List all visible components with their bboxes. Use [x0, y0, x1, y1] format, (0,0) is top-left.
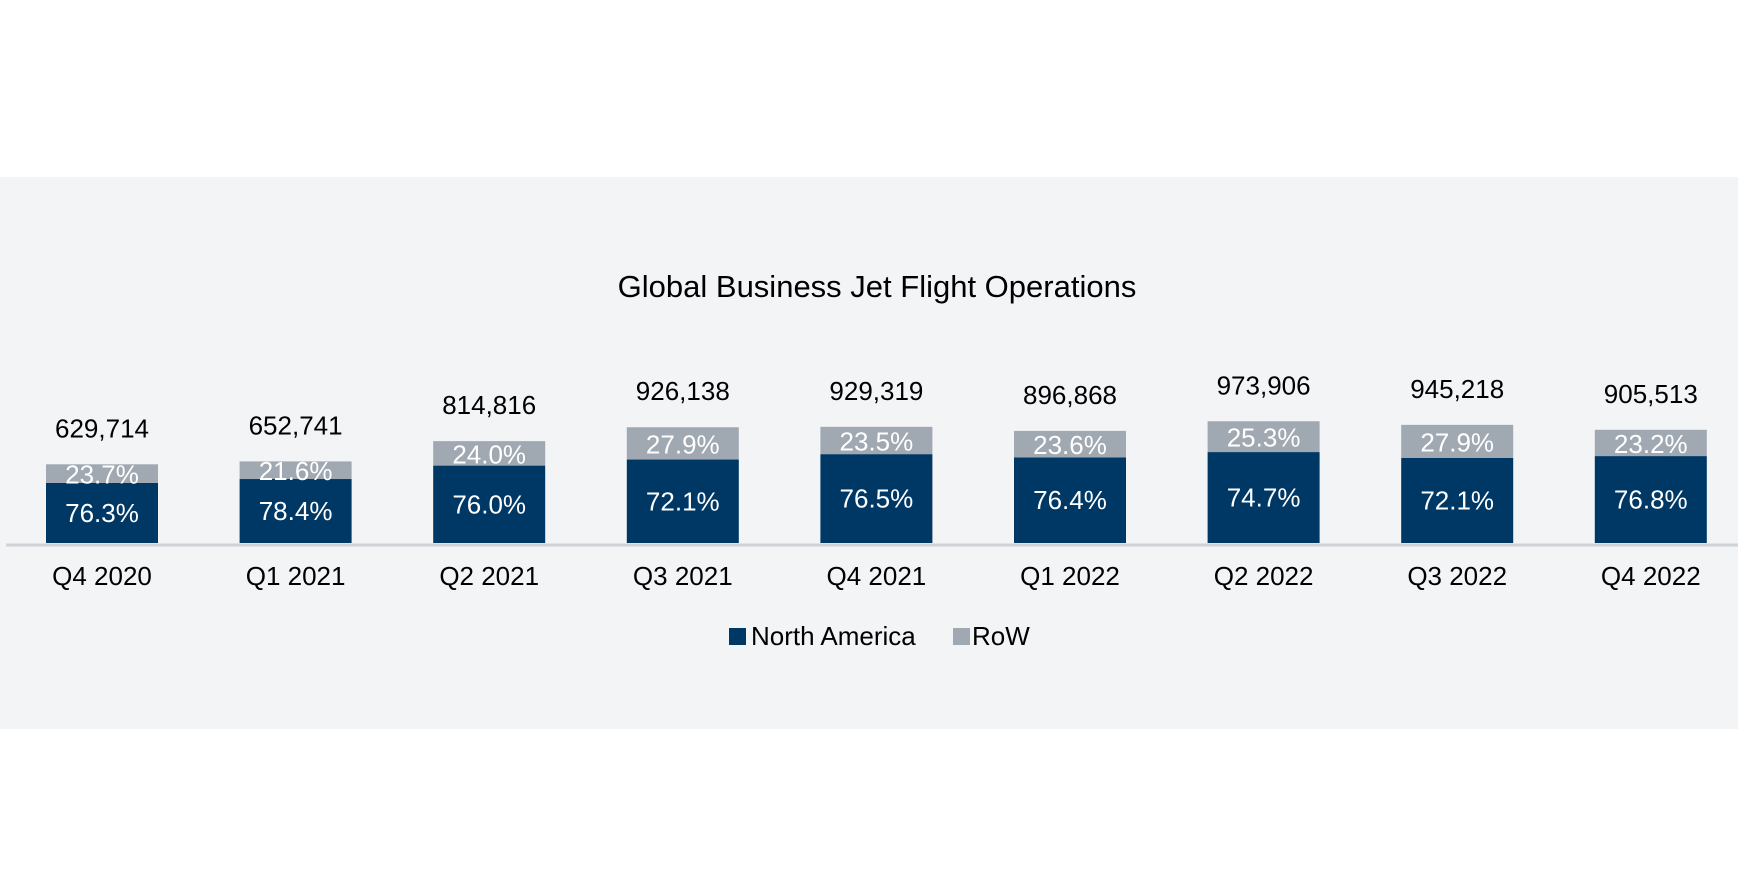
bar-group-0: 76.3% 23.7% 629,714: [46, 413, 158, 543]
legend: North America RoW: [729, 621, 1030, 651]
bar-group-7: 72.1% 27.9% 945,218: [1401, 374, 1514, 543]
bar-north-america: [46, 482, 158, 543]
data-label-row: 21.6%: [259, 456, 333, 486]
x-tick-label: Q4 2020: [52, 561, 152, 591]
bar-group-2: 76.0% 24.0% 814,816: [433, 390, 546, 543]
bar-north-america: [1014, 457, 1126, 543]
data-label-row: 23.2%: [1614, 429, 1688, 459]
data-label-row: 27.9%: [1420, 427, 1494, 457]
chart-title: Global Business Jet Flight Operations: [618, 269, 1137, 304]
x-tick-label: Q3 2022: [1407, 561, 1507, 591]
bar-group-3: 72.1% 27.9% 926,138: [626, 376, 739, 543]
data-label-north-america: 72.1%: [1420, 485, 1494, 515]
x-tick-label: Q4 2022: [1601, 561, 1701, 591]
data-label-north-america: 76.4%: [1033, 485, 1107, 515]
bar-north-america: [1207, 452, 1320, 543]
data-label-row: 25.3%: [1227, 423, 1301, 453]
legend-label-north-america: North America: [751, 621, 916, 651]
bar-row: [46, 464, 158, 483]
legend-swatch-north-america: [729, 628, 746, 645]
data-label-row: 27.9%: [646, 429, 720, 459]
data-label-total: 629,714: [55, 413, 149, 443]
x-tick-label: Q2 2022: [1214, 561, 1314, 591]
bar-row: [1207, 421, 1320, 453]
x-tick-label: Q3 2021: [633, 561, 733, 591]
bar-north-america: [1401, 457, 1514, 543]
bar-north-america: [626, 459, 739, 543]
data-label-north-america: 76.8%: [1614, 485, 1688, 515]
bar-group-6: 74.7% 25.3% 973,906: [1207, 370, 1320, 543]
data-label-north-america: 76.3%: [65, 498, 139, 528]
bar-north-america: [820, 454, 933, 543]
bars-layer: 76.3% 23.7% 629,714 78.4% 21.6% 652,741 76.0% 2…: [46, 370, 1707, 543]
bar-group-1: 78.4% 21.6% 652,741: [239, 410, 352, 543]
data-label-north-america: 76.5%: [840, 484, 914, 514]
data-label-total: 896,868: [1023, 380, 1117, 410]
bar-row: [1594, 429, 1707, 457]
data-label-row: 23.6%: [1033, 430, 1107, 460]
x-tick-label: Q2 2021: [439, 561, 539, 591]
data-label-total: 973,906: [1217, 370, 1311, 400]
data-label-total: 905,513: [1604, 379, 1698, 409]
data-label-total: 652,741: [249, 410, 343, 440]
data-label-total: 814,816: [442, 390, 536, 420]
bar-group-5: 76.4% 23.6% 896,868: [1014, 380, 1126, 543]
data-label-north-america: 74.7%: [1227, 483, 1301, 513]
data-label-row: 23.5%: [840, 426, 914, 456]
bar-group-8: 76.8% 23.2% 905,513: [1594, 379, 1707, 543]
legend-swatch-row: [953, 628, 970, 645]
data-label-north-america: 76.0%: [452, 489, 526, 519]
x-tick-label: Q1 2021: [246, 561, 346, 591]
data-label-north-america: 78.4%: [259, 496, 333, 526]
bar-north-america: [239, 479, 352, 543]
bar-row: [1401, 424, 1514, 458]
bar-group-4: 76.5% 23.5% 929,319: [820, 376, 933, 543]
bar-row: [820, 426, 933, 455]
bar-north-america: [1594, 456, 1707, 543]
data-label-north-america: 72.1%: [646, 486, 720, 516]
data-label-total: 926,138: [636, 376, 730, 406]
bar-north-america: [433, 465, 546, 543]
x-axis-ticks: Q4 2020 Q1 2021 Q2 2021 Q3 2021 Q4 2021 Q1 20…: [52, 561, 1701, 591]
bar-row: [433, 441, 546, 466]
data-label-row: 23.7%: [65, 460, 139, 490]
data-label-total: 945,218: [1410, 374, 1504, 404]
data-label-row: 24.0%: [452, 439, 526, 469]
data-label-total: 929,319: [829, 376, 923, 406]
bar-row: [239, 461, 352, 480]
legend-label-row: RoW: [972, 621, 1030, 651]
bar-row: [1014, 430, 1126, 458]
x-tick-label: Q4 2021: [827, 561, 927, 591]
bar-row: [626, 427, 739, 460]
x-tick-label: Q1 2022: [1020, 561, 1120, 591]
